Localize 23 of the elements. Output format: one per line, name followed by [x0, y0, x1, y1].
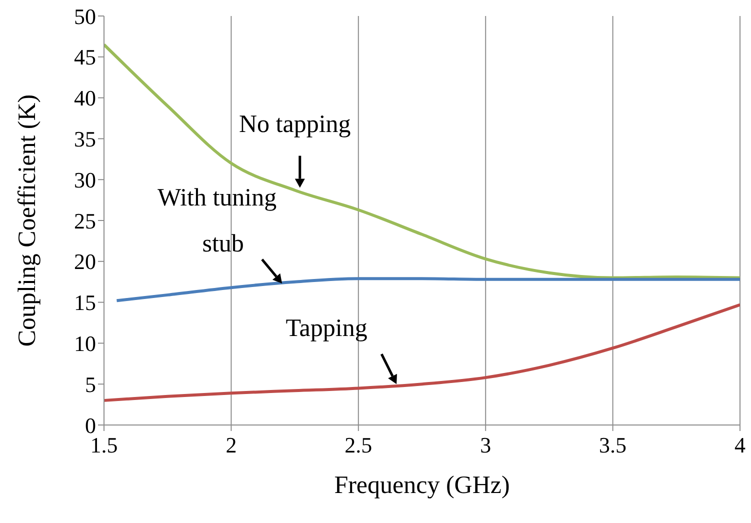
x-tick-label: 3 [480, 432, 492, 458]
line-series [104, 303, 740, 402]
annotation: No tapping [238, 110, 352, 138]
y-tick-label: 40 [74, 86, 96, 111]
line-series [104, 43, 740, 280]
x-tick-label: 2 [226, 432, 237, 458]
x-tick-label: 2.5 [344, 432, 372, 458]
x-tick-label: 4 [734, 432, 746, 458]
y-tick-label: 35 [74, 126, 96, 152]
x-axis-title: Frequency (GHz) [334, 472, 510, 499]
y-tick-label: 10 [74, 331, 96, 356]
annotation: Tapping [286, 315, 368, 342]
x-tick-label: 3.5 [599, 432, 627, 458]
y-tick-label: 20 [74, 249, 96, 274]
y-tick-label: 15 [74, 290, 96, 316]
y-tick-label: 50 [74, 4, 96, 29]
y-tick-label: 25 [74, 208, 96, 234]
y-tick-label: 45 [74, 44, 96, 70]
y-tick-label: 5 [85, 372, 96, 397]
y-tick-label: 30 [74, 167, 96, 192]
y-axis-title: Coupling Coefficient (K) [14, 94, 41, 347]
annotation: With tuning stub [158, 184, 278, 258]
line-series [115, 277, 740, 302]
